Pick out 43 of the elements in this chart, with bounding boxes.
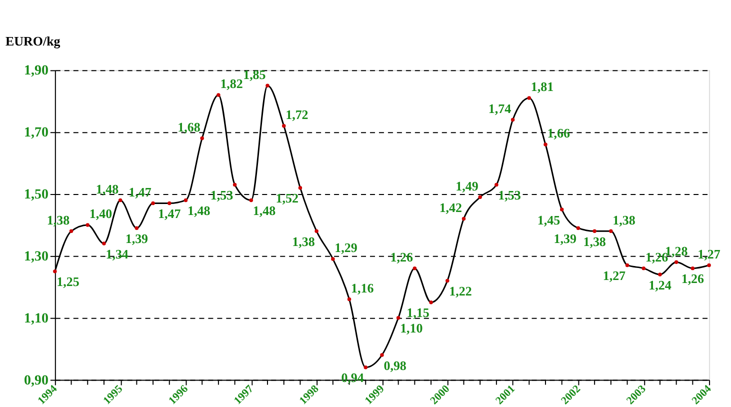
data-label: 1,38 [583,234,606,249]
data-label: 1,22 [449,284,472,299]
data-label: 1,38 [292,234,316,249]
data-label: 1,85 [243,66,266,82]
y-tick-label: 1,70 [24,126,48,141]
data-label: 1,68 [178,119,201,134]
y-tick-label: 1,30 [24,249,48,264]
data-label: 1,81 [530,79,554,94]
data-label: 1,15 [406,305,430,320]
y-axis-title: EURO/kg [5,34,61,49]
data-label: 1,72 [286,107,308,122]
y-tick-label: 0,90 [24,373,48,388]
data-label: 1,26 [681,271,705,286]
y-tick-label: 1,50 [24,188,48,203]
data-label: 1,53 [210,188,234,203]
data-label: 0,98 [384,358,407,373]
data-label: 1,52 [276,190,298,206]
data-label: 1,48 [252,203,276,218]
data-label: 1,82 [220,76,243,92]
y-tick-label: 1,10 [24,311,48,326]
data-label: 1,39 [125,230,149,246]
data-label: 1,10 [400,320,423,336]
data-label: 1,34 [106,246,129,262]
data-label: 1,26 [390,249,414,264]
data-label: 1,53 [498,188,522,203]
data-label: 1,48 [187,203,211,218]
data-label: 1,25 [56,274,80,290]
data-label: 1,66 [547,126,570,141]
data-label: 1,42 [439,200,462,215]
data-label: 1,74 [488,100,512,116]
data-label: 1,48 [96,181,120,196]
data-label: 1,27 [602,268,626,284]
data-label: 1,38 [612,212,636,228]
data-label: 1,45 [537,212,561,228]
y-tick-label: 1,90 [24,64,48,79]
data-label: 1,16 [351,280,374,296]
data-label: 1,49 [456,178,479,194]
data-label: 1,24 [648,277,672,292]
data-label: 1,27 [698,246,721,262]
data-label: 1,39 [554,230,577,246]
data-label: 1,47 [158,206,182,222]
data-label: 1,40 [89,206,112,222]
data-label: 1,29 [334,240,358,256]
